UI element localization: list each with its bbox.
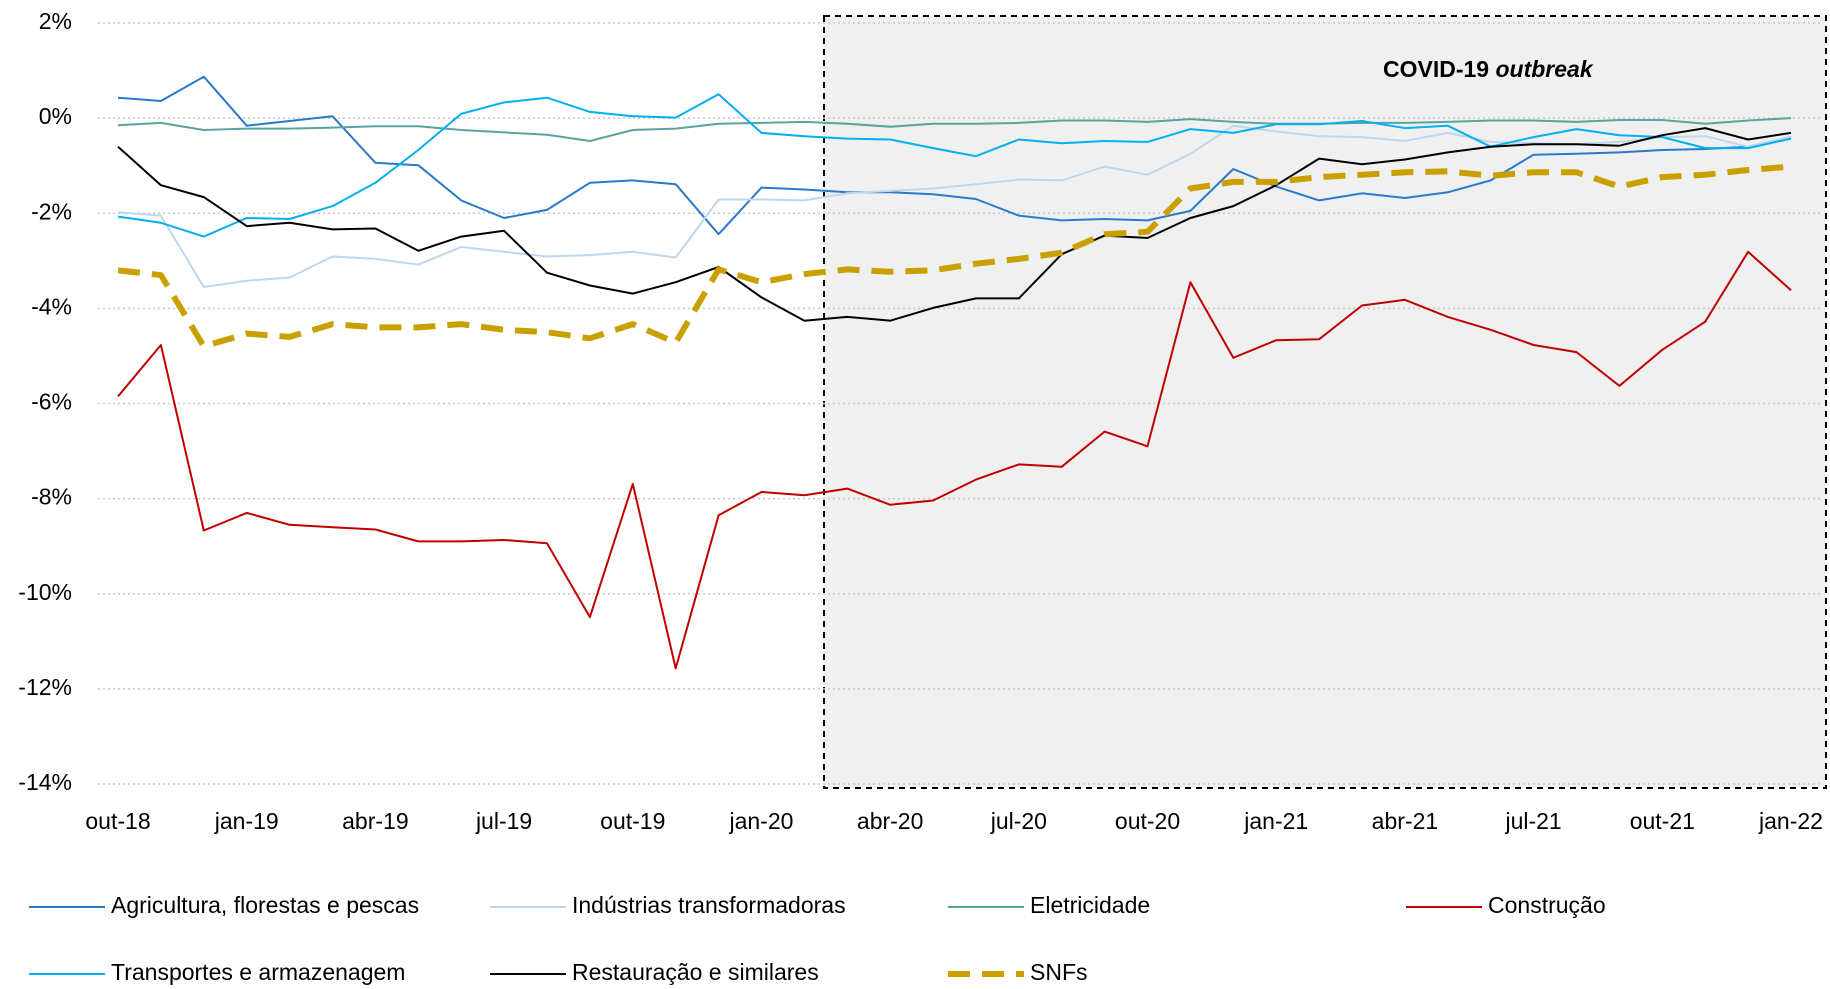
x-tick-label: abr-20 [857, 808, 923, 834]
legend-label: Indústrias transformadoras [572, 892, 846, 918]
x-tick-label: jan-21 [1243, 808, 1308, 834]
series-line [117, 127, 1792, 322]
y-tick-label: -12% [18, 674, 72, 700]
y-tick-label: -4% [31, 293, 72, 319]
series-line [117, 250, 1792, 670]
series-line [117, 75, 1792, 236]
series-line [117, 117, 1792, 142]
series-line [117, 163, 1792, 350]
y-tick-label: 0% [39, 103, 72, 129]
x-tick-label: out-18 [85, 808, 150, 834]
legend-label: Agricultura, florestas e pescas [111, 892, 419, 918]
x-tick-label: jul-19 [475, 808, 532, 834]
x-tick-label: abr-21 [1372, 808, 1438, 834]
y-tick-label: -10% [18, 579, 72, 605]
x-tick-label: jul-20 [990, 808, 1047, 834]
annotation-italic: outbreak [1495, 56, 1593, 82]
y-tick-label: 2% [39, 8, 72, 34]
y-tick-label: -8% [31, 484, 72, 510]
y-tick-label: -14% [18, 769, 72, 795]
x-tick-label: abr-19 [342, 808, 408, 834]
x-tick-label: jan-22 [1758, 808, 1823, 834]
x-tick-label: out-19 [600, 808, 665, 834]
x-tick-label: jul-21 [1504, 808, 1561, 834]
legend-label: Eletricidade [1030, 892, 1150, 918]
annotation: COVID-19 outbreak [1383, 56, 1594, 82]
x-tick-label: jan-19 [214, 808, 279, 834]
x-tick-label: jan-20 [728, 808, 793, 834]
series-line [117, 93, 1792, 238]
x-tick-label: out-21 [1630, 808, 1695, 834]
y-tick-label: -2% [31, 198, 72, 224]
y-tick-label: -6% [31, 389, 72, 415]
legend-label: SNFs [1030, 959, 1088, 985]
legend-label: Construção [1488, 892, 1606, 918]
legend-label: Transportes e armazenagem [111, 959, 405, 985]
annotation-text: COVID-19 [1383, 56, 1489, 82]
x-tick-label: out-20 [1115, 808, 1180, 834]
covid-period [823, 15, 1827, 789]
legend-label: Restauração e similares [572, 959, 819, 985]
